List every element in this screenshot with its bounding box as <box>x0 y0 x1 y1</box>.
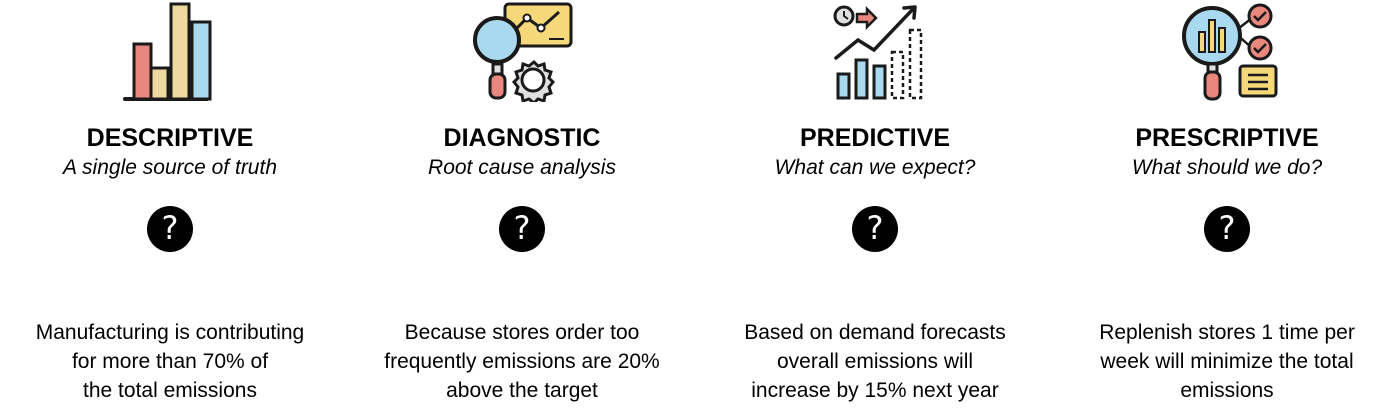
column-title: PRESCRIPTIVE <box>1135 124 1319 152</box>
description-line: week will minimize the total <box>1100 350 1354 373</box>
column-subtitle: What can we expect? <box>774 156 976 179</box>
column-title: PREDICTIVE <box>799 124 951 152</box>
column-description: Based on demand forecasts overall emissi… <box>715 318 1035 405</box>
description-line: Replenish stores 1 time per <box>1099 321 1355 344</box>
question-glyph: ? <box>513 209 531 247</box>
description-line: Manufacturing is contributing <box>35 321 305 344</box>
column-title: DESCRIPTIVE <box>86 124 254 152</box>
column-title: DIAGNOSTIC <box>443 124 601 152</box>
question-glyph: ? <box>866 209 884 247</box>
description-line: for more than 70% of <box>71 350 269 373</box>
column-subtitle: Root cause analysis <box>428 156 616 179</box>
description-line: overall emissions will <box>776 350 974 373</box>
trend-forecast-icon <box>820 2 930 102</box>
checklist-magnifier-icon <box>1172 2 1282 102</box>
question-glyph: ? <box>1218 209 1236 247</box>
column-description: Manufacturing is contributing for more t… <box>10 318 330 405</box>
description-line: Because stores order too <box>404 321 640 344</box>
description-line: the total emissions <box>83 379 257 402</box>
question-icon: ? <box>499 206 545 252</box>
column-subtitle: What should we do? <box>1131 156 1323 179</box>
column-descriptive: DESCRIPTIVE A single source of truth ? M… <box>10 0 330 419</box>
bar-chart-icon <box>115 2 225 102</box>
question-icon: ? <box>852 206 898 252</box>
description-line: frequently emissions are 20% <box>384 350 660 373</box>
column-subtitle: A single source of truth <box>63 156 277 179</box>
description-line: increase by 15% next year <box>751 379 999 402</box>
question-icon: ? <box>147 206 193 252</box>
description-line: emissions <box>1180 379 1274 402</box>
question-icon: ? <box>1204 206 1250 252</box>
column-prescriptive: PRESCRIPTIVE What should we do? ? Replen… <box>1067 0 1387 419</box>
column-predictive: PREDICTIVE What can we expect? ? Based o… <box>715 0 1035 419</box>
column-description: Replenish stores 1 time per week will mi… <box>1067 318 1387 405</box>
description-line: Based on demand forecasts <box>744 321 1006 344</box>
column-diagnostic: DIAGNOSTIC Root cause analysis ? Because… <box>362 0 682 419</box>
magnifier-gear-icon <box>467 2 577 102</box>
question-glyph: ? <box>161 209 179 247</box>
description-line: above the target <box>446 379 598 402</box>
column-description: Because stores order too frequently emis… <box>362 318 682 405</box>
